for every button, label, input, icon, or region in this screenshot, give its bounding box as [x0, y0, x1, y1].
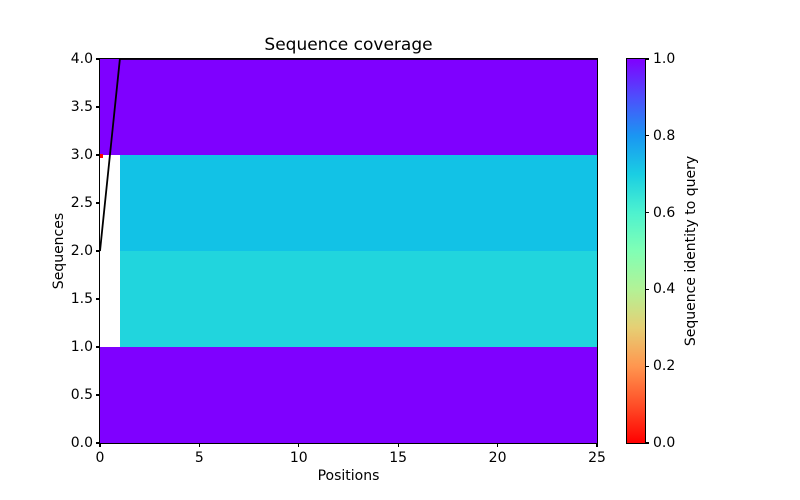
- x-tick: [596, 443, 598, 447]
- y-tick-label: 0.0: [70, 435, 93, 451]
- colorbar-tick-label: 0.4: [653, 281, 676, 298]
- colorbar-tick-label: 1.0: [653, 51, 676, 67]
- y-tick: [96, 202, 100, 204]
- y-tick: [96, 442, 100, 444]
- colorbar-tick: [645, 212, 649, 214]
- x-tick-label: 10: [289, 450, 308, 466]
- x-tick: [298, 443, 300, 447]
- x-tick-label: 5: [194, 450, 204, 466]
- low-identity-patch: [100, 154, 103, 158]
- colorbar-tick: [645, 135, 649, 137]
- sequence-row-2: [119, 155, 597, 251]
- x-tick: [397, 443, 399, 447]
- colorbar-tick: [645, 365, 649, 367]
- x-tick-label: 20: [488, 450, 507, 466]
- y-tick: [96, 298, 100, 300]
- y-tick-label: 2.0: [70, 243, 93, 259]
- y-tick-label: 4.0: [70, 51, 93, 67]
- sequence-row-3: [100, 59, 597, 155]
- chart-title: Sequence coverage: [264, 35, 433, 55]
- colorbar-tick-label: 0.6: [653, 204, 676, 221]
- x-tick: [198, 443, 200, 447]
- colorbar-tick-label: 0.8: [653, 127, 676, 144]
- y-tick: [96, 250, 100, 252]
- y-tick: [96, 346, 100, 348]
- colorbar-tick: [645, 442, 649, 444]
- colorbar-tick: [645, 288, 649, 290]
- y-tick-label: 3.5: [70, 99, 93, 115]
- y-axis-label: Sequences: [51, 212, 67, 290]
- y-tick: [96, 106, 100, 108]
- sequence-row-1: [119, 251, 597, 347]
- y-tick: [96, 394, 100, 396]
- colorbar-label: Sequence identity to query: [683, 155, 699, 347]
- y-tick: [96, 58, 100, 60]
- colorbar: [627, 59, 645, 443]
- x-axis-label: Positions: [317, 468, 380, 484]
- x-tick: [497, 443, 499, 447]
- y-tick-label: 3.0: [70, 147, 93, 163]
- colorbar-tick-label: 0.2: [653, 358, 676, 375]
- colorbar-tick-label: 0.0: [653, 435, 676, 451]
- plot-area: [100, 59, 597, 443]
- x-tick-label: 25: [588, 450, 606, 466]
- x-tick-label: 15: [389, 450, 408, 466]
- y-tick-label: 2.5: [70, 195, 93, 211]
- y-tick: [96, 154, 100, 156]
- y-tick-label: 1.5: [70, 291, 93, 307]
- sequence-row-0: [100, 347, 597, 443]
- y-tick-label: 1.0: [70, 339, 93, 355]
- x-tick-label: 0: [95, 450, 105, 466]
- x-tick: [99, 443, 101, 447]
- y-tick-label: 0.5: [70, 387, 93, 403]
- colorbar-tick: [645, 58, 649, 60]
